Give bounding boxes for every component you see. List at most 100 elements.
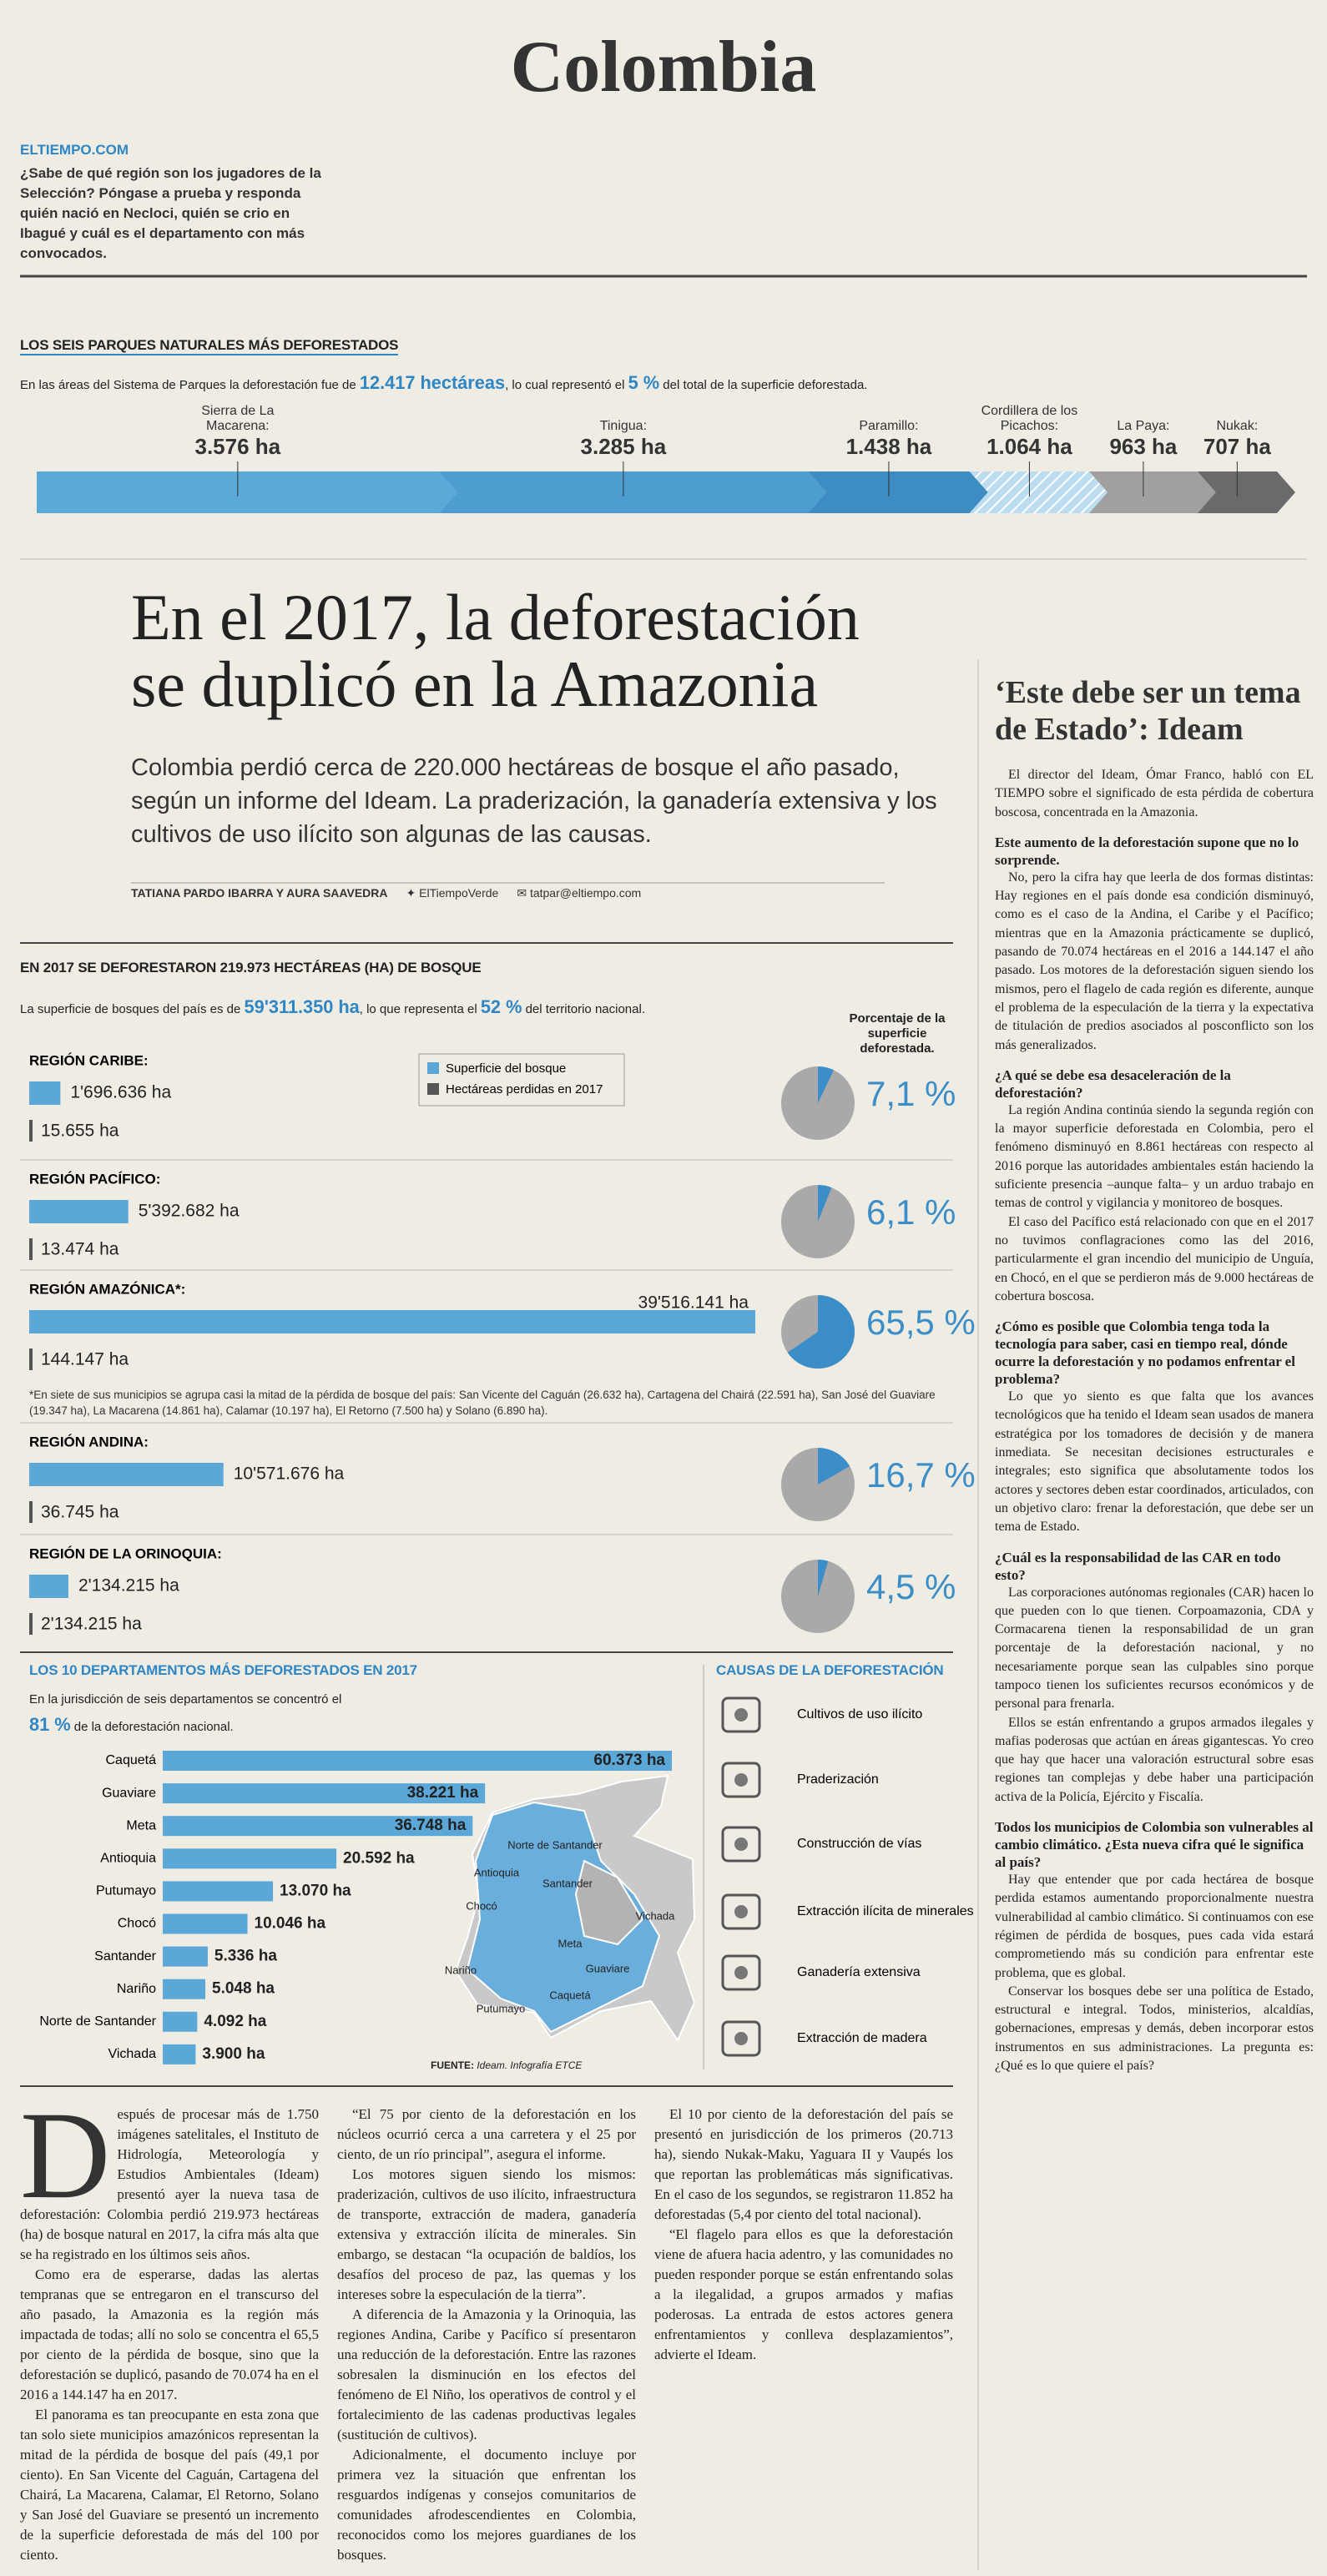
- intro-text: La superficie de bosques del país es de: [20, 1002, 245, 1016]
- paragraph-text: El 10 por ciento de la deforestación del…: [654, 2106, 953, 2222]
- intro-text: En las áreas del Sistema de Parques la d…: [20, 378, 360, 392]
- headline: En el 2017, la deforestación se duplicó …: [131, 584, 860, 718]
- body-paragraph: Adicionalmente, el documento incluye por…: [337, 2445, 636, 2565]
- body-paragraph: A diferencia de la Amazonia y la Orinoqu…: [337, 2305, 636, 2445]
- forest-label: 1'696.636 ha: [70, 1083, 171, 1102]
- park-segment: [438, 471, 827, 513]
- pie-wedge: [818, 1560, 829, 1596]
- cause-icon-detail: [734, 1966, 748, 1979]
- department-name: Norte de Santander: [39, 2014, 156, 2029]
- source: FUENTE: Ideam. Infografía ETCE: [431, 2059, 582, 2071]
- lost-tick: [29, 1238, 33, 1260]
- lost-label: 36.745 ha: [41, 1503, 119, 1522]
- park-name: Tinigua:: [599, 419, 648, 433]
- source-label: FUENTE:: [431, 2059, 474, 2071]
- legend-box: [418, 1053, 625, 1107]
- email: ✉ tatpar@eltiempo.com: [517, 886, 642, 900]
- park-name: Sierra de La Macarena:: [201, 404, 275, 433]
- forest-bar: [29, 1081, 61, 1105]
- paragraph-text: El panorama es tan preocupante en esta z…: [20, 2407, 319, 2563]
- email-address: tatpar@eltiempo.com: [529, 886, 642, 900]
- share-label: 4,5 %: [866, 1567, 956, 1606]
- answer: Ellos se están enfrentando a grupos arma…: [995, 1715, 1314, 1804]
- forest-bar: [29, 1200, 129, 1223]
- intro-highlight: 81 %: [29, 1714, 71, 1735]
- answer: Las corporaciones autónomas regionales (…: [995, 1585, 1314, 1711]
- intro-line: En la jurisdicción de seis departamentos…: [29, 1692, 342, 1706]
- department-value: 60.373 ha: [593, 1752, 665, 1769]
- answer: Hay que entender que por cada hectárea d…: [995, 1873, 1314, 1980]
- twitter: ✦ ElTiempoVerde: [406, 886, 499, 900]
- sidebar-intro: El director del Ideam, Ómar Franco, habl…: [995, 768, 1314, 819]
- lost-tick: [29, 1120, 33, 1142]
- lost-label: 13.474 ha: [41, 1240, 119, 1259]
- body-paragraph: “El flagelo para ellos es que la defores…: [654, 2225, 953, 2365]
- causes-title: CAUSAS DE LA DEFORESTACIÓN: [716, 1662, 944, 1678]
- department-name: Santander: [94, 1949, 157, 1964]
- share-label: 7,1 %: [866, 1074, 956, 1113]
- pie-wedge: [818, 1448, 850, 1485]
- region-name: REGIÓN PACÍFICO:: [29, 1171, 160, 1187]
- cause-icon-detail: [734, 1708, 748, 1722]
- forest-label: 2'134.215 ha: [78, 1576, 179, 1596]
- department-value: 5.336 ha: [214, 1948, 277, 1965]
- sidebar-title: ‘Este debe ser un tema de Estado’: Ideam: [995, 675, 1301, 747]
- department-value: 38.221 ha: [407, 1784, 479, 1802]
- twitter-handle: ElTiempoVerde: [419, 886, 499, 900]
- department-value: 3.900 ha: [202, 2045, 265, 2063]
- department-name: Guaviare: [102, 1786, 156, 1800]
- cause-icon: [721, 1954, 761, 1991]
- park-name: Nukak:: [1216, 419, 1259, 433]
- park-value: 3.285 ha: [580, 434, 667, 459]
- department-name: Caquetá: [106, 1753, 157, 1767]
- intro-highlight: 59'311.350 ha: [244, 996, 360, 1017]
- authors: TATIANA PARDO IBARRA Y AURA SAAVEDRA: [131, 886, 388, 900]
- region-name: REGIÓN CARIBE:: [29, 1052, 149, 1068]
- cause-icon-detail: [734, 2032, 748, 2045]
- department-bar: [163, 1783, 486, 1804]
- question: ¿Cómo es posible que Colombia tenga toda…: [995, 1318, 1295, 1388]
- answer: La región Andina continúa siendo la segu…: [995, 1102, 1314, 1211]
- intro-line: 81 % de la deforestación nacional.: [29, 1712, 341, 1740]
- department-value: 5.048 ha: [212, 1980, 275, 1998]
- legend-label: Hectáreas perdidas en 2017: [446, 1082, 603, 1096]
- park-label: Paramillo: 1.438 ha: [830, 419, 947, 459]
- departments-title: LOS 10 DEPARTAMENTOS MÁS DEFORESTADOS EN…: [29, 1662, 417, 1678]
- department-bar: [163, 1913, 248, 1934]
- drop-cap: D: [20, 2105, 111, 2225]
- map-label: Vichada: [636, 1909, 676, 1922]
- intro-highlight: 12.417 hectáreas: [359, 372, 506, 393]
- park-segment: [37, 471, 457, 513]
- department-name: Putumayo: [96, 1884, 156, 1898]
- intro-text: , lo cual representó el: [505, 378, 628, 392]
- department-value: 36.748 ha: [395, 1817, 467, 1834]
- cause-label: Extracción ilícita de minerales: [797, 1904, 974, 1918]
- intro-text: de la deforestación nacional.: [73, 1720, 234, 1734]
- cause-icon-detail: [734, 1837, 748, 1851]
- intro-highlight: 5 %: [628, 372, 660, 393]
- paragraph-text: “El flagelo para ellos es que la defores…: [654, 2226, 953, 2362]
- share-label: 6,1 %: [866, 1192, 956, 1232]
- source-text: Ideam. Infografía ETCE: [477, 2059, 583, 2071]
- cause-label: Construcción de vías: [797, 1837, 921, 1851]
- question: ¿A qué se debe esa desaceleración de la …: [995, 1066, 1231, 1101]
- map-label: Nariño: [445, 1964, 477, 1976]
- lost-tick: [29, 1501, 33, 1523]
- footnote: *En siete de sus municipios se agrupa ca…: [29, 1389, 936, 1417]
- park-value: 1.438 ha: [845, 434, 932, 459]
- pie-wedge: [818, 1185, 832, 1222]
- pie-wedge: [818, 1066, 834, 1103]
- share-label: 65,5 %: [866, 1303, 976, 1342]
- department-value: 10.046 ha: [255, 1915, 326, 1933]
- paragraph-text: espués de procesar más de 1.750 imágenes…: [20, 2106, 319, 2262]
- paragraph-text: Adicionalmente, el documento incluye por…: [337, 2447, 636, 2563]
- department-bar: [163, 1816, 473, 1837]
- map-label: Caquetá: [549, 1989, 591, 2001]
- lost-tick: [29, 1613, 33, 1635]
- legend-label: Superficie del bosque: [446, 1061, 566, 1076]
- map-label: Guaviare: [586, 1962, 630, 1974]
- cause-label: Cultivos de uso ilícito: [797, 1707, 922, 1722]
